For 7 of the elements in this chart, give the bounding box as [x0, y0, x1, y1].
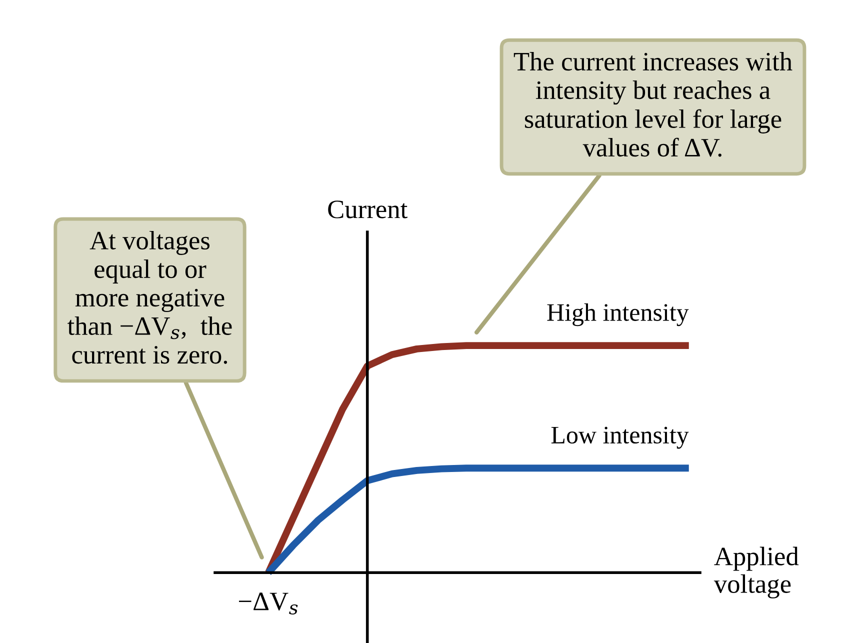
y-axis-title: Current	[328, 200, 408, 218]
series-label: High intensity	[547, 303, 689, 326]
text: −ΔV$_{s}$	[238, 592, 298, 614]
x-axis-title: Applied voltage	[714, 546, 799, 598]
text: At voltages equal to or more negative than −ΔV$_{s}$, the current is zero.	[68, 230, 232, 364]
text: The current increases with intensity but reaches a saturation level for large values of ΔV.	[514, 52, 792, 157]
series-label: Low intensity	[551, 426, 689, 449]
